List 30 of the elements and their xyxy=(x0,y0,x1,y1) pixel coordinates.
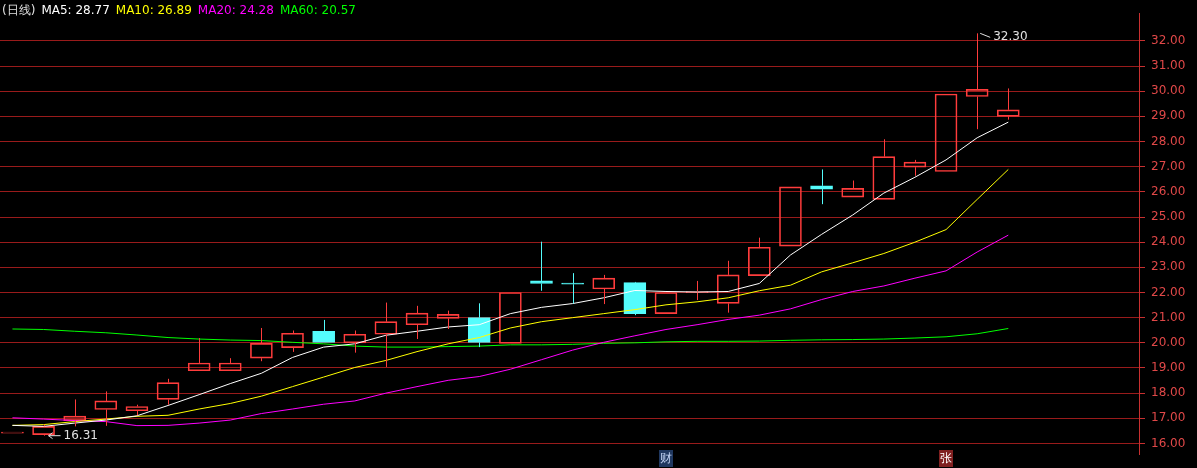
candlestick xyxy=(561,272,584,305)
annotation: 16.31 xyxy=(63,427,98,442)
y-tick-label: 25.00 xyxy=(1151,209,1186,224)
y-tick-label: 29.00 xyxy=(1151,108,1186,123)
y-tick-label: 24.00 xyxy=(1151,234,1186,249)
y-tick-label: 18.00 xyxy=(1151,385,1186,400)
y-tick-label: 31.00 xyxy=(1151,58,1186,73)
y-tick-label: 26.00 xyxy=(1151,183,1186,198)
y-tick-label: 32.00 xyxy=(1151,33,1186,47)
y-tick-label: 20.00 xyxy=(1151,334,1186,349)
text: MA5: 28.77 xyxy=(41,3,110,17)
y-tick-label: 28.00 xyxy=(1151,133,1186,148)
text: MA60: 20.57 xyxy=(279,3,356,17)
y-tick-label: 27.00 xyxy=(1151,158,1186,173)
y-tick-label: 30.00 xyxy=(1151,83,1186,98)
chart-title: (日线) xyxy=(2,3,36,17)
candlestick xyxy=(312,319,335,343)
candlestick xyxy=(810,168,833,205)
y-tick-label: 16.00 xyxy=(1151,435,1186,450)
text: MA20: 24.28 xyxy=(197,3,274,17)
y-tick-label: 23.00 xyxy=(1151,259,1186,274)
annotation: 财 xyxy=(658,450,673,467)
annotation: 32.30 xyxy=(993,29,1028,44)
candlestick xyxy=(623,282,647,316)
annotation: 张 xyxy=(939,450,954,467)
y-tick-label: 22.00 xyxy=(1151,284,1186,299)
y-tick-label: 17.00 xyxy=(1151,410,1186,425)
text: MA10: 26.89 xyxy=(115,3,192,17)
y-tick-label: 21.00 xyxy=(1151,309,1186,324)
y-tick-label: 19.00 xyxy=(1151,360,1186,375)
